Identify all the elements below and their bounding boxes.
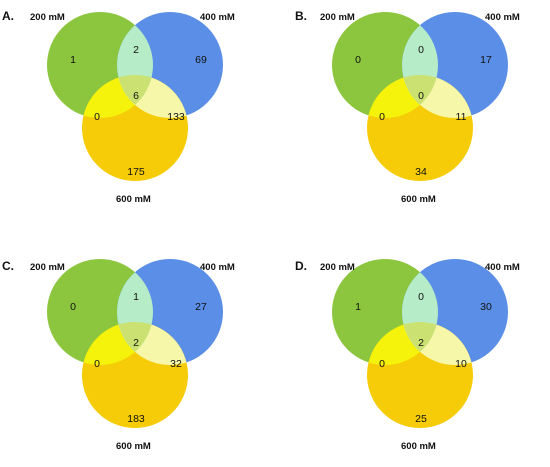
- set-label-600: 600 mM: [116, 441, 151, 452]
- count-400-only: 30: [480, 301, 492, 313]
- set-label-400: 400 mM: [200, 12, 235, 23]
- count-200-only: 1: [70, 54, 76, 66]
- panel-label: D.: [295, 259, 307, 273]
- count-600-only: 183: [127, 413, 145, 425]
- count-all: 6: [133, 90, 139, 102]
- count-200-only: 0: [70, 301, 76, 313]
- venn-panel-a: A. 200 mM 400 mM 600 mM 1 69 175 2 0 133…: [2, 9, 235, 205]
- panel-label: C.: [2, 259, 14, 273]
- count-400-only: 17: [480, 54, 492, 66]
- count-400-only: 69: [195, 54, 207, 66]
- count-200-400: 1: [133, 291, 139, 303]
- count-200-600: 0: [94, 111, 100, 123]
- set-label-600: 600 mM: [401, 441, 436, 452]
- count-200-600: 0: [94, 358, 100, 370]
- venn-panel-c: C. 200 mM 400 mM 600 mM 0 27 183 1 0 32 …: [2, 259, 235, 452]
- set-label-400: 400 mM: [200, 262, 235, 273]
- venn-region-400-600: [117, 75, 188, 118]
- venn-region-200-600: [82, 322, 153, 365]
- set-label-200: 200 mM: [30, 12, 65, 23]
- count-400-600: 32: [170, 358, 182, 370]
- venn-region-400-600: [117, 322, 188, 365]
- set-label-400: 400 mM: [485, 12, 520, 23]
- set-label-600: 600 mM: [401, 194, 436, 205]
- count-400-600: 133: [167, 111, 185, 123]
- count-200-only: 1: [355, 301, 361, 313]
- count-all: 2: [418, 337, 424, 349]
- count-600-only: 25: [415, 413, 427, 425]
- count-600-only: 175: [127, 166, 145, 178]
- count-400-600: 11: [456, 111, 467, 123]
- count-200-600: 0: [379, 111, 385, 123]
- count-200-400: 0: [418, 291, 424, 303]
- set-label-200: 200 mM: [30, 262, 65, 273]
- count-200-400: 2: [133, 44, 139, 56]
- venn-panel-d: D. 200 mM 400 mM 600 mM 1 30 25 0 0 10 2: [295, 259, 520, 452]
- venn-panel-b: B. 200 mM 400 mM 600 mM 0 17 34 0 0 11 0: [295, 9, 520, 205]
- venn-region-400-600: [402, 75, 473, 118]
- count-400-only: 27: [195, 301, 207, 313]
- set-label-200: 200 mM: [320, 12, 355, 23]
- panel-label: A.: [2, 9, 14, 23]
- venn-region-400-600: [402, 322, 473, 365]
- count-200-only: 0: [355, 54, 361, 66]
- count-all: 0: [418, 90, 424, 102]
- count-600-only: 34: [415, 166, 427, 178]
- panel-label: B.: [295, 9, 307, 23]
- venn-region-200-600: [82, 75, 153, 118]
- set-label-200: 200 mM: [320, 262, 355, 273]
- set-label-400: 400 mM: [485, 262, 520, 273]
- count-200-600: 0: [379, 358, 385, 370]
- count-200-400: 0: [418, 44, 424, 56]
- venn-region-200-600: [367, 75, 438, 118]
- set-label-600: 600 mM: [116, 194, 151, 205]
- count-400-600: 10: [455, 358, 467, 370]
- venn-region-200-600: [367, 322, 438, 365]
- count-all: 2: [133, 337, 139, 349]
